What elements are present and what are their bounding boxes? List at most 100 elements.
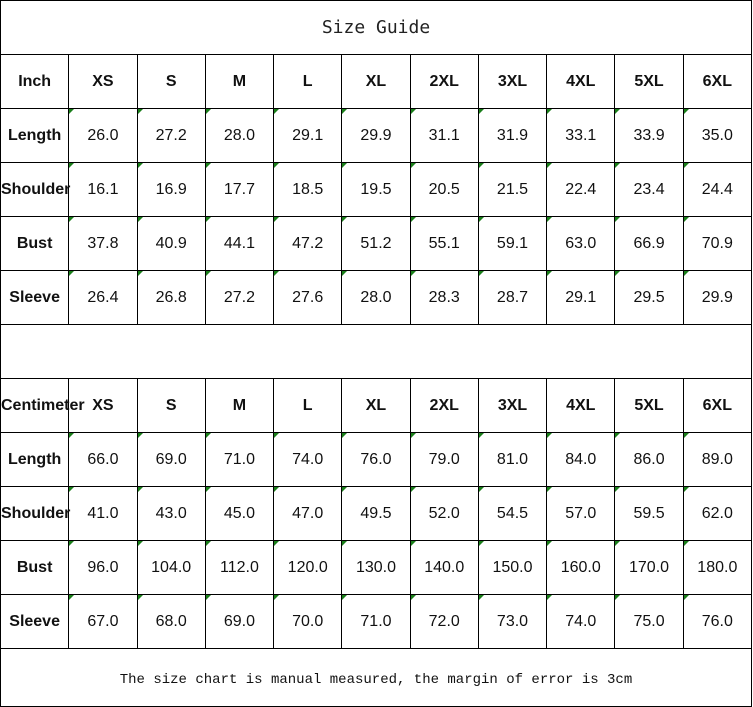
size-header: 4XL <box>546 378 616 433</box>
measurement-value: 40.9 <box>136 216 206 271</box>
table-row: Shoulder 16.1 16.9 17.7 18.5 19.5 20.5 21.5 22.4… <box>0 162 753 217</box>
measurement-value: 55.1 <box>409 216 479 271</box>
measurement-value: 29.1 <box>273 108 343 163</box>
measurement-value: 104.0 <box>136 540 206 595</box>
measurement-value: 76.0 <box>682 594 753 649</box>
measurement-value: 59.5 <box>614 486 684 541</box>
unit-header: Centimeter <box>0 378 85 433</box>
measurement-value: 33.9 <box>614 108 684 163</box>
measurement-label: Length <box>0 432 70 487</box>
measurement-value: 170.0 <box>614 540 684 595</box>
measurement-value: 75.0 <box>614 594 684 649</box>
title: Size Guide <box>0 0 752 55</box>
measurement-value: 180.0 <box>682 540 753 595</box>
measurement-value: 74.0 <box>546 594 616 649</box>
size-header: 2XL <box>409 378 479 433</box>
measurement-value: 57.0 <box>546 486 616 541</box>
measurement-label: Bust <box>0 540 70 595</box>
size-header: S <box>136 54 206 109</box>
measurement-value: 66.0 <box>68 432 138 487</box>
measurement-value: 24.4 <box>682 162 753 217</box>
size-header: M <box>204 378 275 433</box>
size-header: XL <box>341 54 411 109</box>
header-row: Inch XS S M L XL 2XL 3XL 4XL 5XL 6XL <box>0 54 753 109</box>
measurement-value: 31.1 <box>409 108 479 163</box>
measurement-value: 70.9 <box>682 216 753 271</box>
size-header: M <box>204 54 275 109</box>
measurement-value: 37.8 <box>68 216 138 271</box>
measurement-value: 47.0 <box>273 486 343 541</box>
title-row: Size Guide <box>0 0 752 55</box>
measurement-value: 150.0 <box>477 540 548 595</box>
measurement-value: 70.0 <box>273 594 343 649</box>
size-header: 5XL <box>614 54 684 109</box>
measurement-value: 16.1 <box>68 162 138 217</box>
measurement-value: 44.1 <box>204 216 275 271</box>
size-header: XS <box>68 54 138 109</box>
size-header: XS <box>68 378 138 433</box>
measurement-value: 89.0 <box>682 432 753 487</box>
size-header: XL <box>341 378 411 433</box>
blank-cell <box>0 324 752 379</box>
measurement-label: Shoulder <box>0 162 70 217</box>
measurement-value: 68.0 <box>136 594 206 649</box>
measurement-value: 79.0 <box>409 432 479 487</box>
footer-note: The size chart is manual measured, the m… <box>0 648 752 707</box>
measurement-value: 67.0 <box>68 594 138 649</box>
measurement-value: 27.6 <box>273 270 343 325</box>
measurement-value: 130.0 <box>341 540 411 595</box>
measurement-value: 112.0 <box>204 540 275 595</box>
measurement-value: 29.9 <box>682 270 753 325</box>
table-row: Sleeve 67.0 68.0 69.0 70.0 71.0 72.0 73.0 74.0 75… <box>0 594 753 649</box>
footer-row: The size chart is manual measured, the m… <box>0 648 752 707</box>
size-header: S <box>136 378 206 433</box>
measurement-value: 19.5 <box>341 162 411 217</box>
table-row: Length 26.0 27.2 28.0 29.1 29.9 31.1 31.9 33.1 33… <box>0 108 753 163</box>
measurement-value: 18.5 <box>273 162 343 217</box>
size-header: 5XL <box>614 378 684 433</box>
measurement-value: 69.0 <box>204 594 275 649</box>
measurement-value: 35.0 <box>682 108 753 163</box>
measurement-value: 69.0 <box>136 432 206 487</box>
table-row: Shoulder 41.0 43.0 45.0 47.0 49.5 52.0 54.5 57.0… <box>0 486 753 541</box>
size-header: L <box>273 54 343 109</box>
size-header: 6XL <box>682 54 753 109</box>
table-row: Length 66.0 69.0 71.0 74.0 76.0 79.0 81.0 84.0 86… <box>0 432 753 487</box>
measurement-value: 54.5 <box>477 486 548 541</box>
measurement-value: 33.1 <box>546 108 616 163</box>
measurement-value: 96.0 <box>68 540 138 595</box>
size-header: 6XL <box>682 378 753 433</box>
measurement-value: 49.5 <box>341 486 411 541</box>
measurement-value: 27.2 <box>136 108 206 163</box>
measurement-value: 28.7 <box>477 270 548 325</box>
measurement-value: 63.0 <box>546 216 616 271</box>
measurement-value: 86.0 <box>614 432 684 487</box>
measurement-value: 21.5 <box>477 162 548 217</box>
measurement-value: 29.9 <box>341 108 411 163</box>
measurement-value: 71.0 <box>204 432 275 487</box>
measurement-value: 43.0 <box>136 486 206 541</box>
measurement-value: 41.0 <box>68 486 138 541</box>
unit-header: Inch <box>0 54 70 109</box>
measurement-value: 73.0 <box>477 594 548 649</box>
measurement-value: 27.2 <box>204 270 275 325</box>
measurement-value: 45.0 <box>204 486 275 541</box>
measurement-value: 29.5 <box>614 270 684 325</box>
measurement-value: 28.0 <box>204 108 275 163</box>
spacer-row <box>0 324 752 379</box>
measurement-value: 17.7 <box>204 162 275 217</box>
measurement-value: 76.0 <box>341 432 411 487</box>
table-row: Bust 96.0 104.0 112.0 120.0 130.0 140.0 150.0 16… <box>0 540 753 595</box>
measurement-value: 52.0 <box>409 486 479 541</box>
measurement-label: Sleeve <box>0 270 70 325</box>
measurement-value: 74.0 <box>273 432 343 487</box>
measurement-value: 26.4 <box>68 270 138 325</box>
measurement-label: Bust <box>0 216 70 271</box>
measurement-value: 47.2 <box>273 216 343 271</box>
table-row: Sleeve 26.4 26.8 27.2 27.6 28.0 28.3 28.7 29.1 29… <box>0 270 753 325</box>
measurement-value: 26.8 <box>136 270 206 325</box>
measurement-value: 81.0 <box>477 432 548 487</box>
size-header: 2XL <box>409 54 479 109</box>
